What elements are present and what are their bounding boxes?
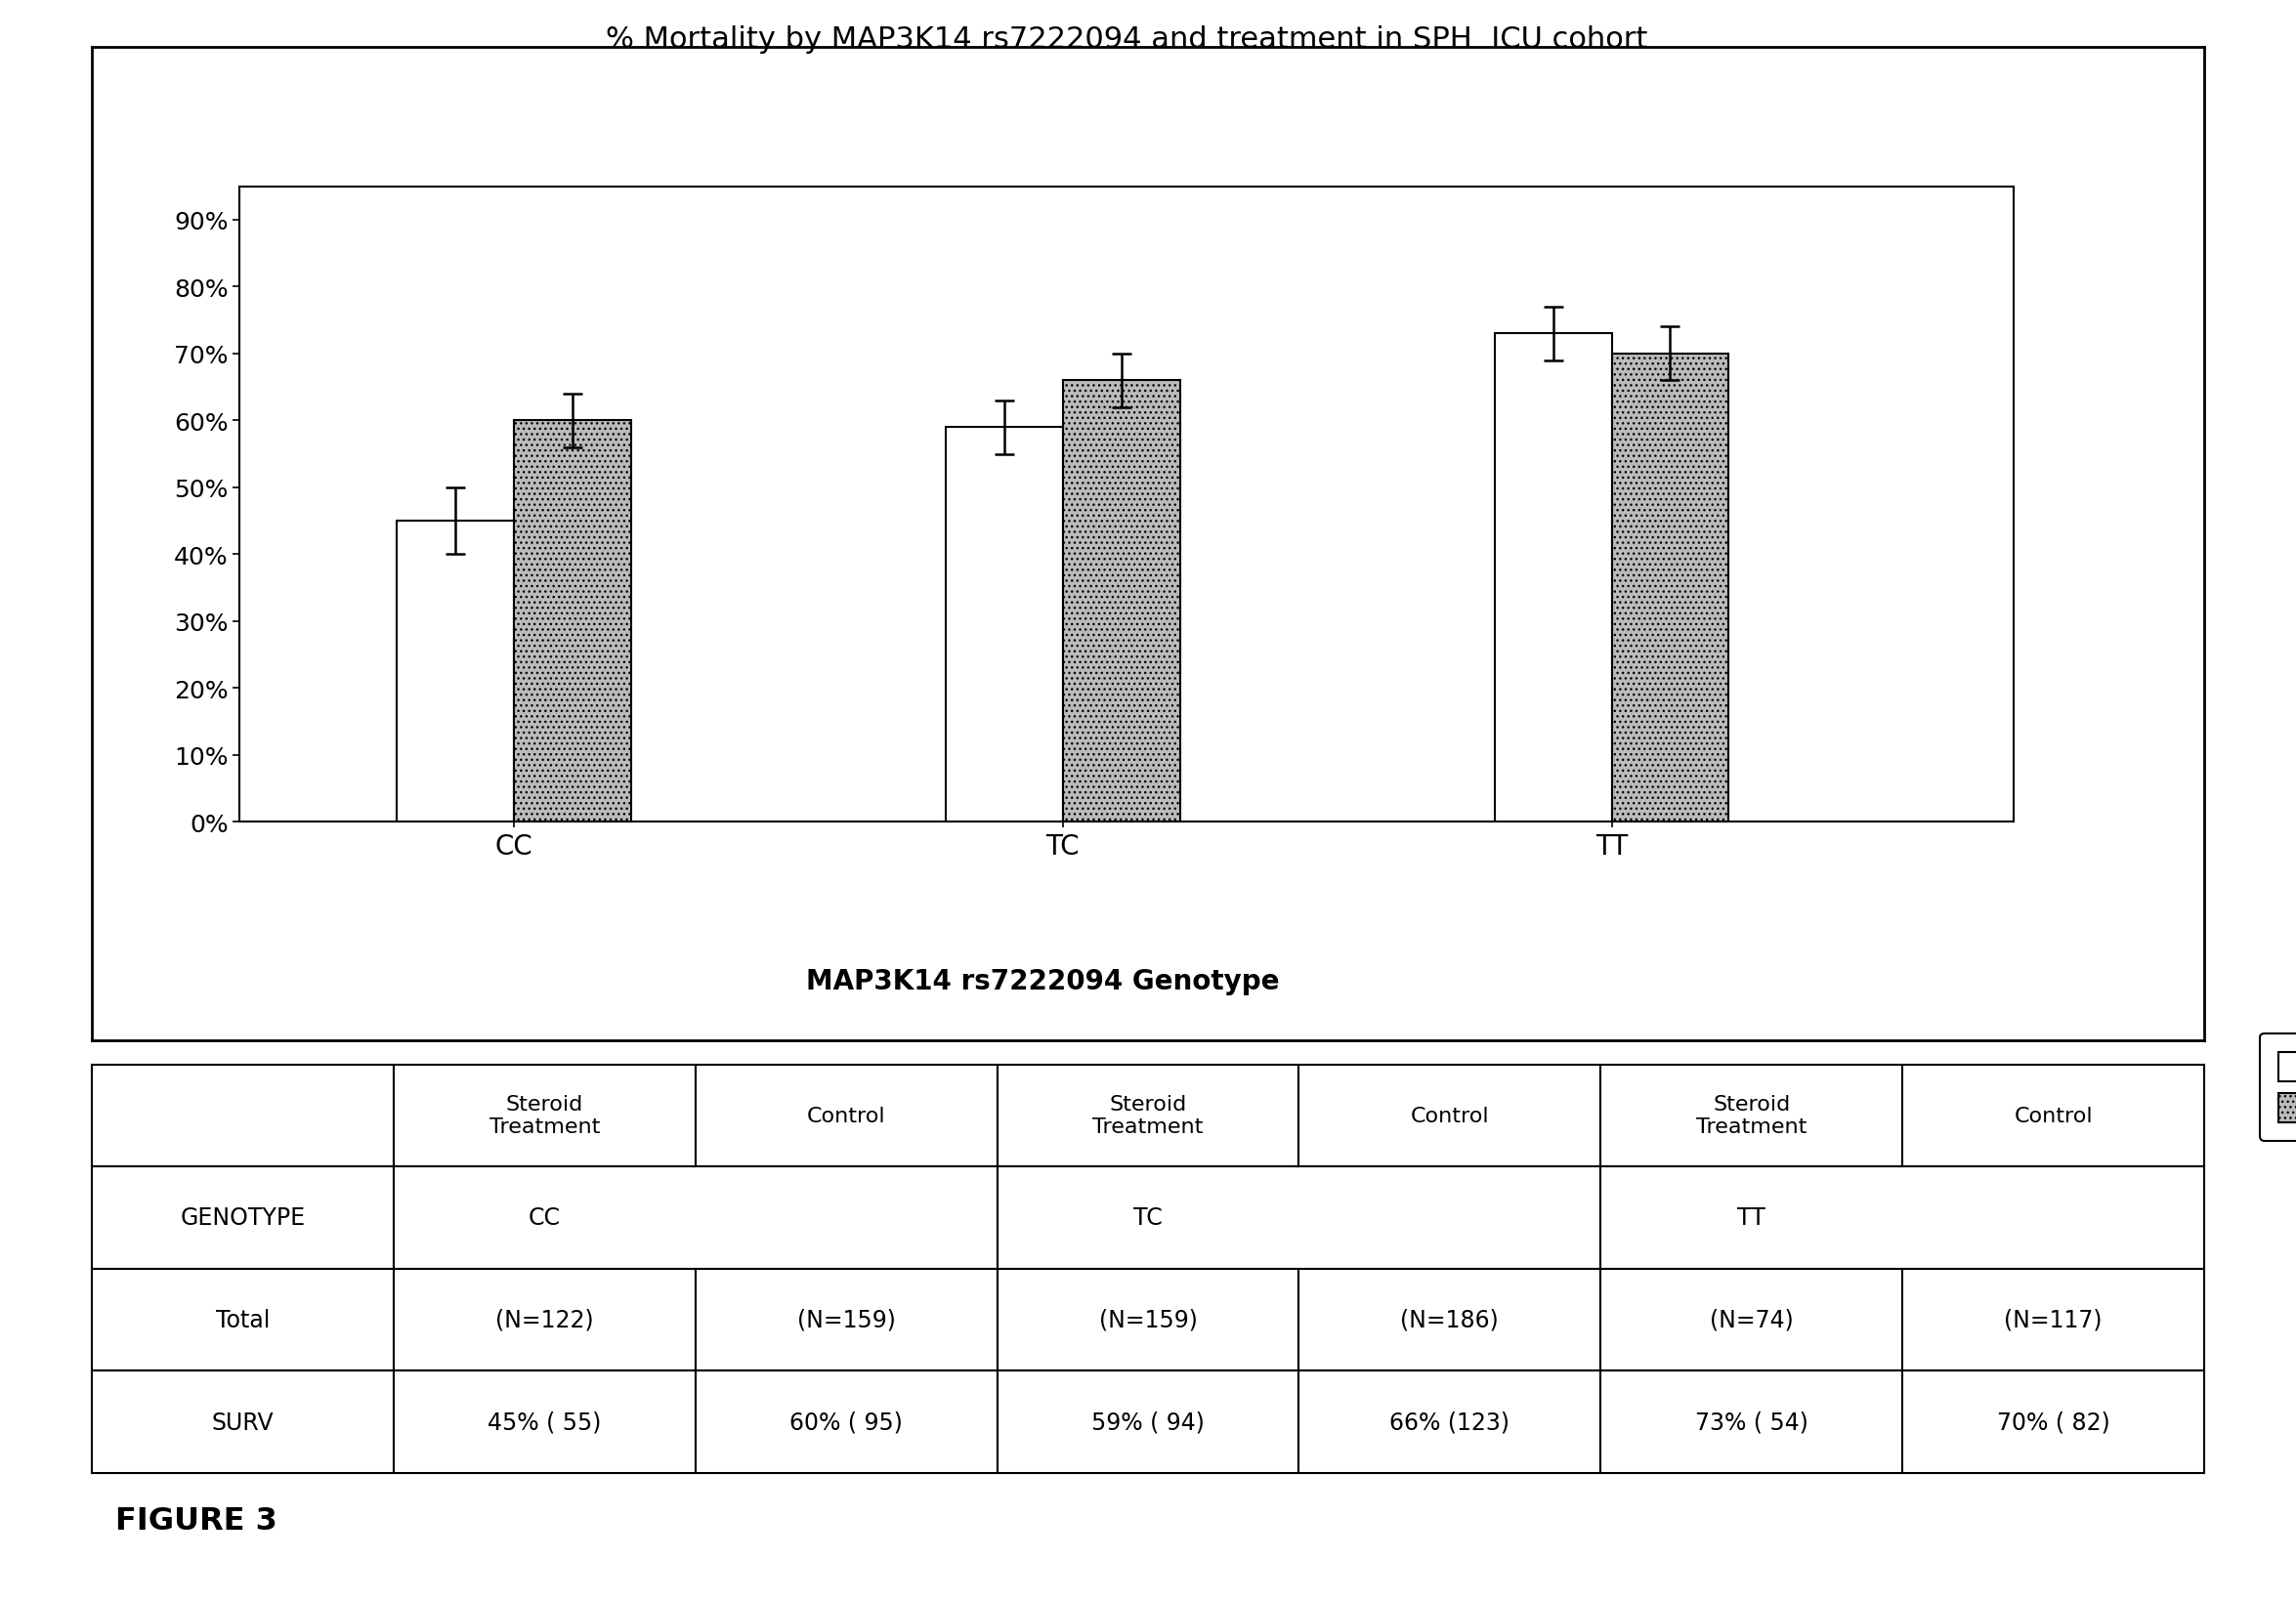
Bar: [1495, 335, 1612, 823]
Text: MAP3K14 rs7222094 Genotype: MAP3K14 rs7222094 Genotype: [806, 967, 1279, 994]
Legend: steroid treat, control: steroid treat, control: [2259, 1034, 2296, 1142]
Title: % Mortality by MAP3K14 rs7222094 and treatment in SPH  ICU cohort: % Mortality by MAP3K14 rs7222094 and tre…: [606, 26, 1649, 53]
Bar: [946, 427, 1063, 823]
Text: FIGURE 3: FIGURE 3: [115, 1507, 278, 1535]
Bar: [1063, 381, 1180, 823]
Bar: [397, 522, 514, 823]
Bar: [1612, 354, 1729, 823]
Bar: [514, 421, 631, 823]
